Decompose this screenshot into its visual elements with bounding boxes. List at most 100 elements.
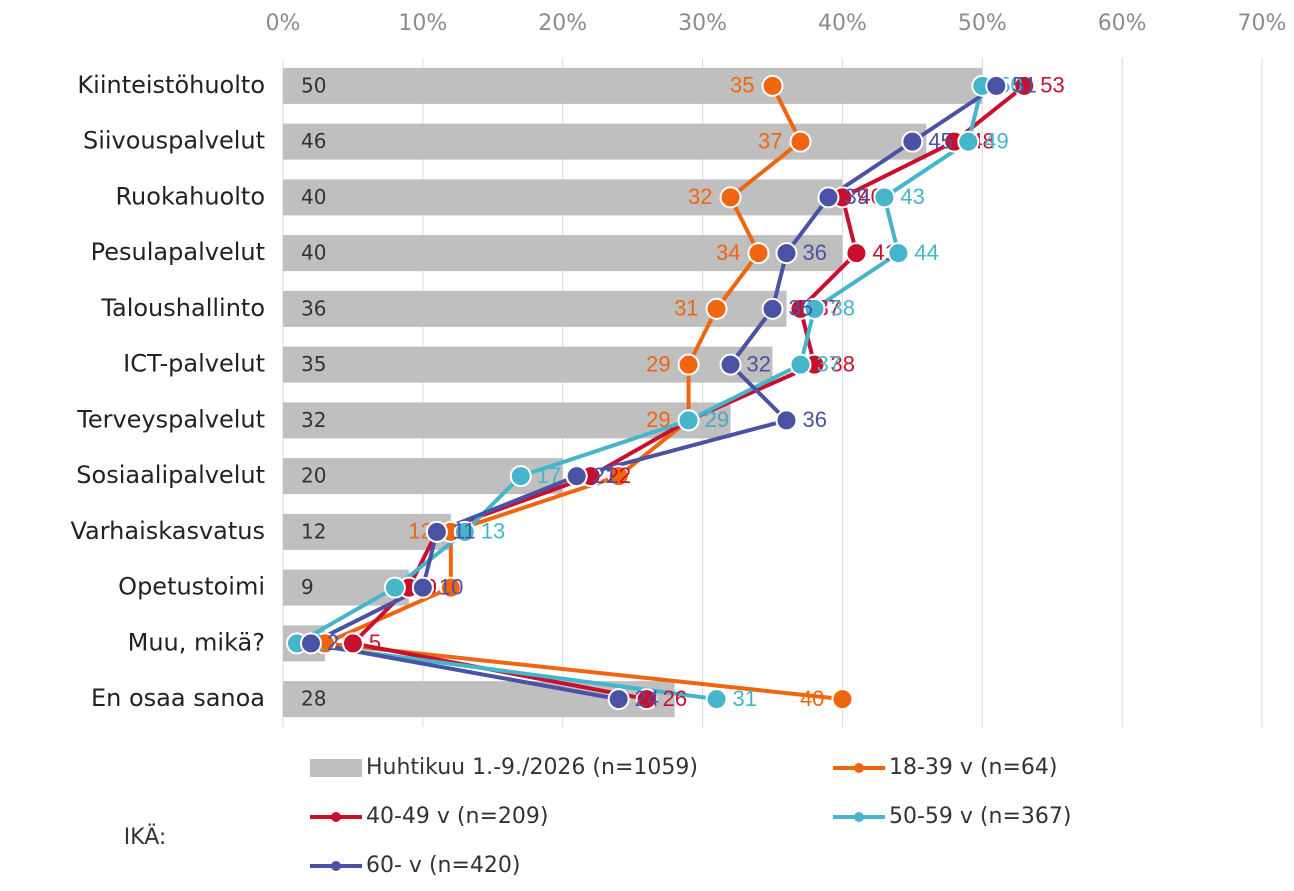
data-label: 31 <box>733 686 757 711</box>
data-label: 13 <box>481 519 505 544</box>
data-label: 32 <box>688 184 712 209</box>
line <box>290 85 985 702</box>
marker <box>383 576 406 599</box>
bar-label: 35 <box>301 352 326 376</box>
marker <box>705 297 728 320</box>
line <box>304 84 998 702</box>
legend-label: 18-39 v (n=64) <box>889 755 1057 780</box>
marker <box>901 130 924 153</box>
data-label: 5 <box>369 630 381 655</box>
x-tick-label: 20% <box>538 11 587 36</box>
data-label: 36 <box>802 240 826 265</box>
marker <box>887 242 910 265</box>
line <box>317 84 843 702</box>
data-label: 35 <box>789 296 813 321</box>
y-tick-label: Varhaiskasvatus <box>70 517 265 545</box>
data-label: 40 <box>800 686 824 711</box>
bar-label: 36 <box>301 296 326 320</box>
marker <box>957 130 980 153</box>
marker <box>341 632 364 655</box>
marker <box>677 409 700 432</box>
bar-label: 46 <box>301 129 326 153</box>
data-label: 43 <box>900 184 924 209</box>
data-label: 39 <box>844 184 868 209</box>
marker <box>453 520 476 543</box>
marker <box>1013 74 1036 97</box>
marker <box>775 409 798 432</box>
y-tick-label: Opetustoimi <box>118 573 265 601</box>
marker <box>411 576 434 599</box>
data-label: 10 <box>439 574 463 599</box>
data-label: 21 <box>593 463 617 488</box>
data-label: 31 <box>674 296 698 321</box>
marker <box>719 186 742 209</box>
marker <box>509 465 532 488</box>
legend-marker <box>854 812 864 822</box>
marker <box>803 297 826 320</box>
legend-marker <box>331 861 341 871</box>
legend-label: 50-59 v (n=367) <box>889 804 1071 829</box>
data-label: 37 <box>758 128 782 153</box>
bar <box>283 290 787 327</box>
marker <box>789 353 812 376</box>
y-tick-label: Siivouspalvelut <box>83 127 265 155</box>
marker <box>775 242 798 265</box>
marker <box>985 74 1008 97</box>
marker <box>705 688 728 711</box>
x-tick-label: 10% <box>398 11 447 36</box>
data-label: 34 <box>716 240 740 265</box>
legend-label: 40-49 v (n=209) <box>366 804 548 829</box>
bar-label: 40 <box>301 185 326 209</box>
x-tick-label: 40% <box>818 11 867 36</box>
y-tick-label: Sosiaalipalvelut <box>76 461 265 489</box>
marker <box>817 186 840 209</box>
legend-label: Huhtikuu 1.-9./2026 (n=1059) <box>366 755 698 780</box>
marker <box>607 465 630 488</box>
data-label: 22 <box>607 463 631 488</box>
y-tick-label: Terveyspalvelut <box>76 405 265 433</box>
data-label: 17 <box>537 463 561 488</box>
data-label: 29 <box>646 407 670 432</box>
bar-label: 28 <box>301 687 326 711</box>
y-tick-label: En osaa sanoa <box>91 684 265 712</box>
marker <box>831 688 854 711</box>
marker <box>761 297 784 320</box>
bar <box>283 123 927 160</box>
data-label: 44 <box>914 240 938 265</box>
x-tick-label: 70% <box>1238 11 1287 36</box>
bar-label: 12 <box>301 519 326 543</box>
data-label: 32 <box>747 351 771 376</box>
bar <box>283 179 843 216</box>
x-tick-label: 60% <box>1098 11 1147 36</box>
bar <box>283 67 983 104</box>
marker <box>873 186 896 209</box>
legend-annotation: IKÄ: <box>124 824 167 850</box>
marker <box>439 576 462 599</box>
data-label: 35 <box>730 73 754 98</box>
marker <box>565 465 588 488</box>
x-tick-label: 0% <box>266 11 301 36</box>
bar-label: 32 <box>301 408 326 432</box>
marker <box>789 130 812 153</box>
data-label: 29 <box>646 351 670 376</box>
marker <box>747 242 770 265</box>
data-label: 38 <box>830 296 854 321</box>
marker <box>719 353 742 376</box>
data-label: 29 <box>705 407 729 432</box>
marker <box>425 520 448 543</box>
y-tick-label: ICT-palvelut <box>123 350 265 378</box>
data-label: 38 <box>830 351 854 376</box>
bar-label: 40 <box>301 241 326 265</box>
legend-label: 60- v (n=420) <box>366 853 520 878</box>
data-label: 45 <box>928 128 952 153</box>
bar-label: 20 <box>301 464 326 488</box>
y-tick-label: Kiinteistöhuolto <box>77 71 265 99</box>
legend-marker <box>331 812 341 822</box>
bar <box>283 513 451 550</box>
y-tick-label: Muu, mikä? <box>128 628 265 656</box>
marker <box>607 688 630 711</box>
data-label: 2 <box>327 630 339 655</box>
legend-swatch <box>310 759 362 777</box>
bar-label: 50 <box>301 73 326 97</box>
